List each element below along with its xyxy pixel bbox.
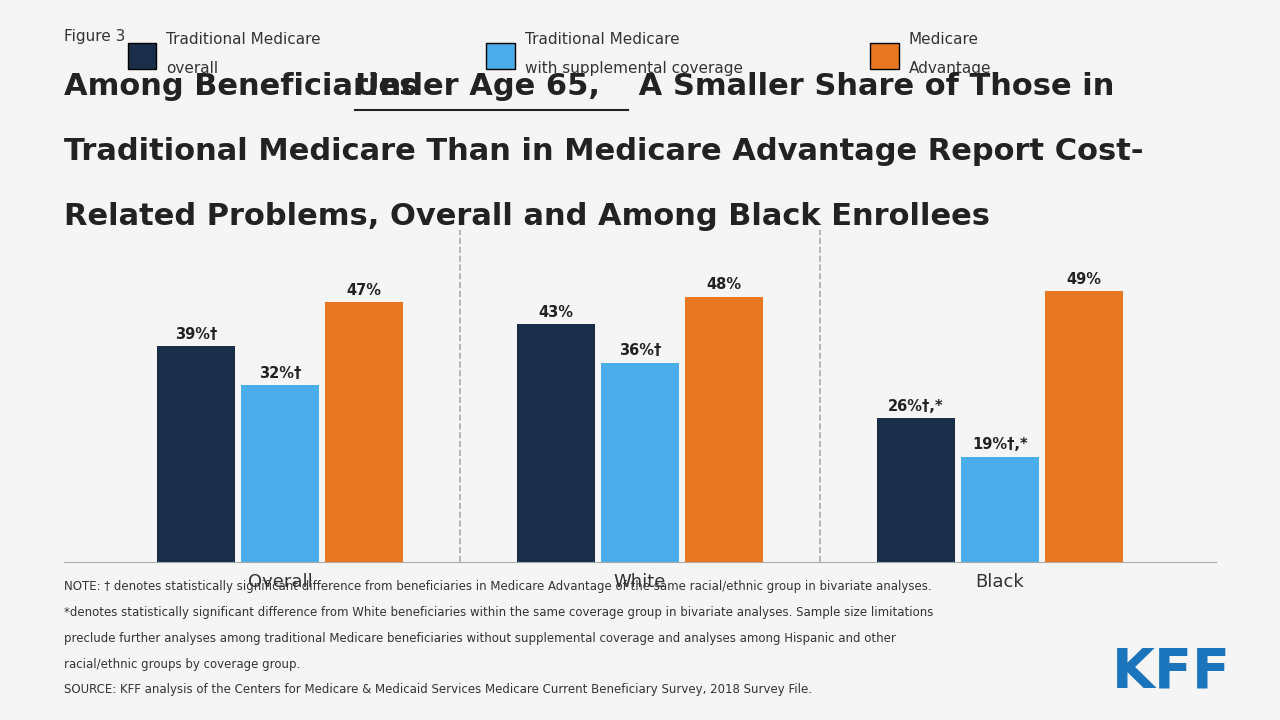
Text: Among Beneficiaries: Among Beneficiaries — [64, 72, 428, 101]
Text: Traditional Medicare: Traditional Medicare — [166, 32, 321, 47]
Bar — [602, 363, 678, 562]
Text: overall: overall — [166, 60, 219, 76]
FancyBboxPatch shape — [870, 43, 899, 68]
Text: racial/ethnic groups by coverage group.: racial/ethnic groups by coverage group. — [64, 657, 301, 670]
Text: A Smaller Share of Those in: A Smaller Share of Those in — [628, 72, 1115, 101]
Text: Medicare: Medicare — [909, 32, 979, 47]
Text: Figure 3: Figure 3 — [64, 29, 125, 44]
Text: SOURCE: KFF analysis of the Centers for Medicare & Medicaid Services Medicare Cu: SOURCE: KFF analysis of the Centers for … — [64, 683, 812, 696]
Text: Related Problems, Overall and Among Black Enrollees: Related Problems, Overall and Among Blac… — [64, 202, 989, 230]
Text: 32%†: 32%† — [259, 366, 301, 381]
Bar — [325, 302, 403, 562]
Text: 48%: 48% — [707, 277, 741, 292]
Bar — [961, 456, 1038, 562]
Text: 49%: 49% — [1066, 271, 1102, 287]
Text: 19%†,*: 19%†,* — [972, 437, 1028, 452]
Text: Traditional Medicare Than in Medicare Advantage Report Cost-: Traditional Medicare Than in Medicare Ad… — [64, 137, 1143, 166]
Text: *denotes statistically significant difference from White beneficiaries within th: *denotes statistically significant diffe… — [64, 606, 933, 618]
Bar — [517, 324, 595, 562]
FancyBboxPatch shape — [486, 43, 515, 68]
Bar — [877, 418, 955, 562]
Text: preclude further analyses among traditional Medicare beneficiaries without suppl: preclude further analyses among traditio… — [64, 631, 896, 644]
Bar — [157, 346, 234, 562]
Text: Advantage: Advantage — [909, 60, 991, 76]
Text: 26%†,*: 26%†,* — [888, 399, 943, 414]
Text: 36%†: 36%† — [618, 343, 662, 359]
FancyBboxPatch shape — [128, 43, 156, 68]
Bar — [1046, 291, 1123, 562]
Bar — [242, 385, 319, 562]
Text: Under Age 65,: Under Age 65, — [356, 72, 600, 101]
Bar — [685, 297, 763, 562]
Text: Traditional Medicare: Traditional Medicare — [525, 32, 680, 47]
Text: 43%: 43% — [539, 305, 573, 320]
Text: 47%: 47% — [347, 283, 381, 298]
Text: KFF: KFF — [1112, 645, 1230, 700]
Text: with supplemental coverage: with supplemental coverage — [525, 60, 742, 76]
Text: NOTE: † denotes statistically significant difference from beneficiaries in Medic: NOTE: † denotes statistically significan… — [64, 580, 932, 593]
Text: 39%†: 39%† — [175, 327, 218, 342]
